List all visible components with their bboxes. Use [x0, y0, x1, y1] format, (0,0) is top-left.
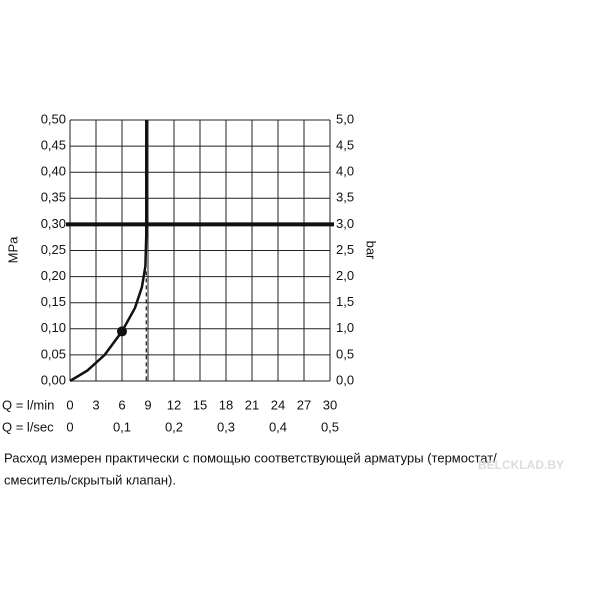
marker	[117, 326, 127, 337]
x2-row-label: Q = l/sec	[2, 419, 54, 434]
x2-tick-label: 0,2	[165, 419, 183, 434]
y-tick-label: 0,05	[41, 346, 66, 361]
y-tick-label: 0,10	[41, 320, 66, 335]
y2-tick-label: 3,0	[336, 216, 354, 231]
x-tick-label: 27	[297, 397, 311, 412]
y2-axis-label: bar	[364, 241, 379, 260]
y-tick-label: 0,50	[41, 111, 66, 126]
x-tick-label: 0	[66, 397, 73, 412]
x-tick-label: 15	[193, 397, 207, 412]
y2-tick-label: 2,0	[336, 268, 354, 283]
y2-tick-label: 2,5	[336, 242, 354, 257]
y2-tick-label: 5,0	[336, 111, 354, 126]
y-tick-label: 0,30	[41, 216, 66, 231]
x2-tick-label: 0,4	[269, 419, 287, 434]
y-axis-label: MPa	[5, 236, 20, 264]
y2-tick-label: 1,0	[336, 320, 354, 335]
y-tick-label: 0,40	[41, 164, 66, 179]
x-tick-label: 9	[144, 397, 151, 412]
x-row-label: Q = l/min	[2, 397, 54, 412]
x-tick-label: 6	[118, 397, 125, 412]
caption: Расход измерен практически с помощью соо…	[4, 450, 497, 465]
x-tick-label: 12	[167, 397, 181, 412]
x2-tick-label: 0,5	[321, 419, 339, 434]
x-tick-label: 21	[245, 397, 259, 412]
y2-tick-label: 4,0	[336, 164, 354, 179]
y2-tick-label: 1,5	[336, 294, 354, 309]
x-tick-label: 3	[92, 397, 99, 412]
flow-curve	[69, 120, 148, 383]
y-tick-label: 0,20	[41, 268, 66, 283]
y2-tick-label: 0,0	[336, 372, 354, 387]
y-tick-label: 0,15	[41, 294, 66, 309]
y-tick-label: 0,35	[41, 190, 66, 205]
y2-tick-label: 3,5	[336, 190, 354, 205]
x-tick-label: 24	[271, 397, 285, 412]
x2-tick-label: 0,1	[113, 419, 131, 434]
x-tick-label: 18	[219, 397, 233, 412]
y-tick-label: 0,00	[41, 372, 66, 387]
y-tick-label: 0,25	[41, 242, 66, 257]
x-tick-label: 30	[323, 397, 337, 412]
caption: смеситель/скрытый клапан).	[4, 472, 176, 487]
watermark: BELCKLAD.BY	[478, 458, 564, 472]
x2-tick-label: 0	[66, 419, 73, 434]
y2-tick-label: 0,5	[336, 346, 354, 361]
y-tick-label: 0,45	[41, 138, 66, 153]
y2-tick-label: 4,5	[336, 138, 354, 153]
x2-tick-label: 0,3	[217, 419, 235, 434]
